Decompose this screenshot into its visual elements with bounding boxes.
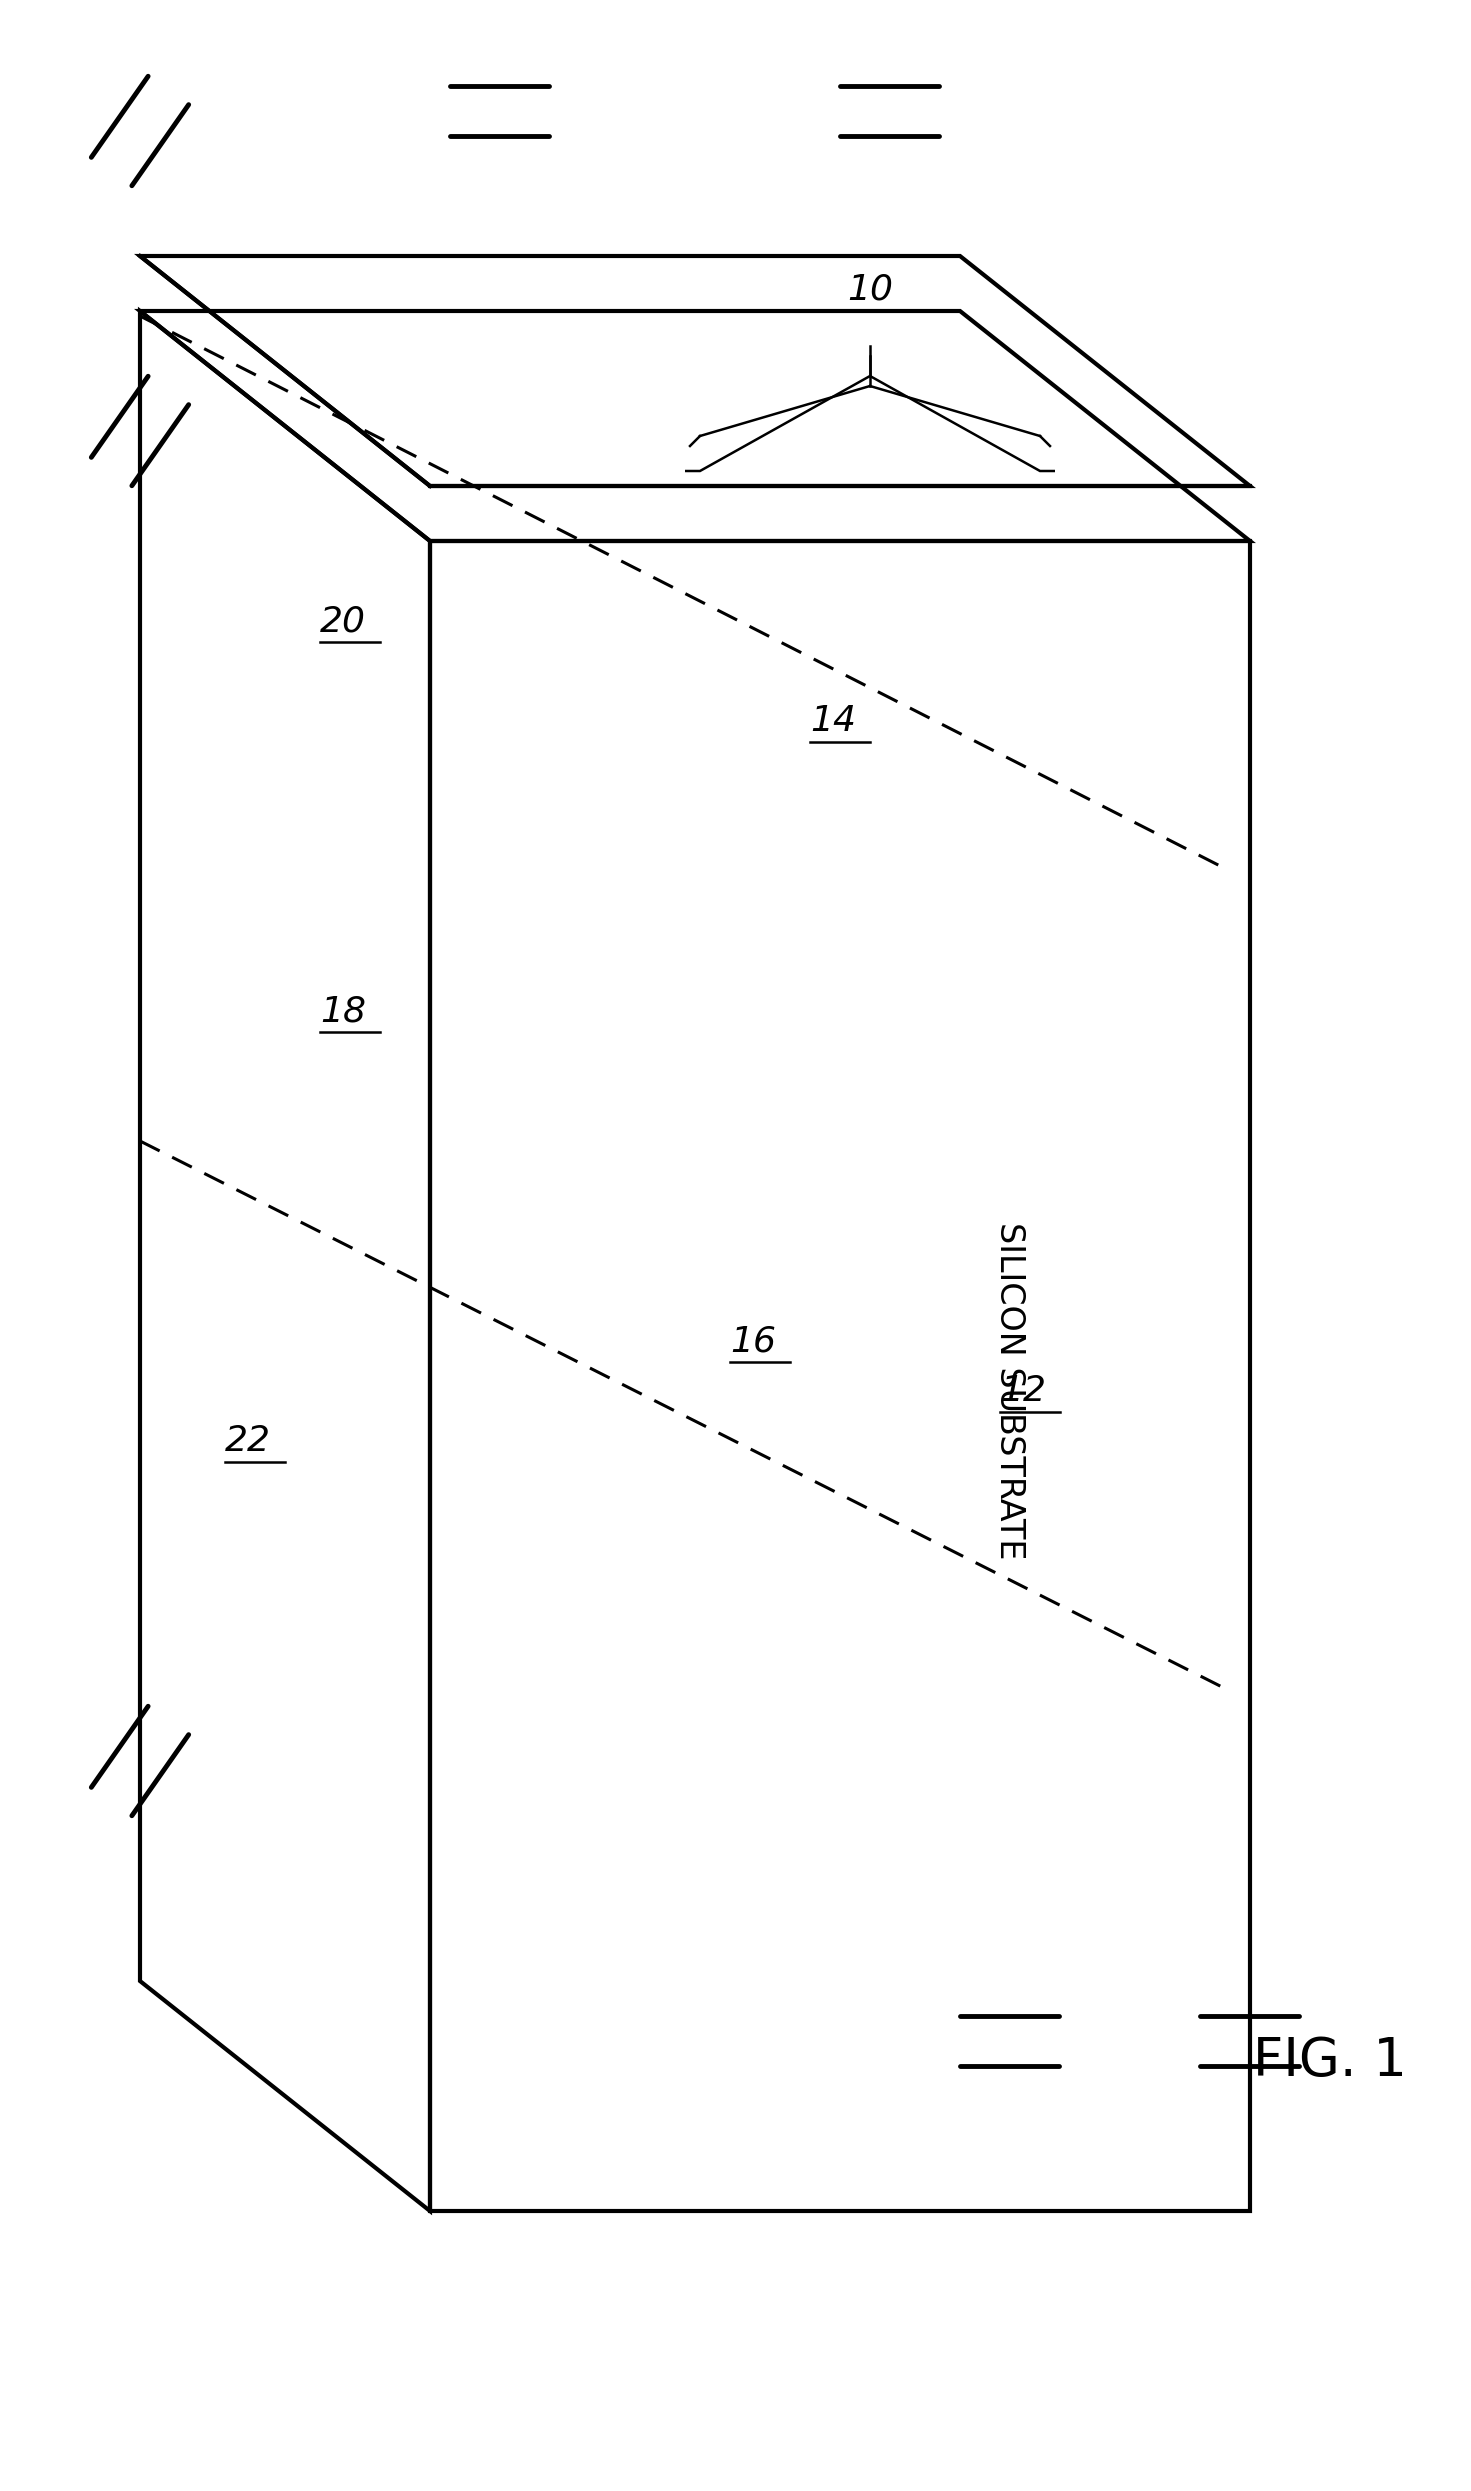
Text: 16: 16: [730, 1325, 777, 1358]
Text: SILICON SUBSTRATE: SILICON SUBSTRATE: [993, 1223, 1027, 1559]
Text: 18: 18: [321, 994, 366, 1029]
Text: FIG. 1: FIG. 1: [1253, 2035, 1406, 2087]
Text: 14: 14: [811, 705, 856, 737]
Text: 10: 10: [847, 272, 893, 306]
Text: 12: 12: [1000, 1375, 1046, 1407]
Text: 20: 20: [321, 603, 366, 638]
Text: 22: 22: [225, 1425, 271, 1457]
